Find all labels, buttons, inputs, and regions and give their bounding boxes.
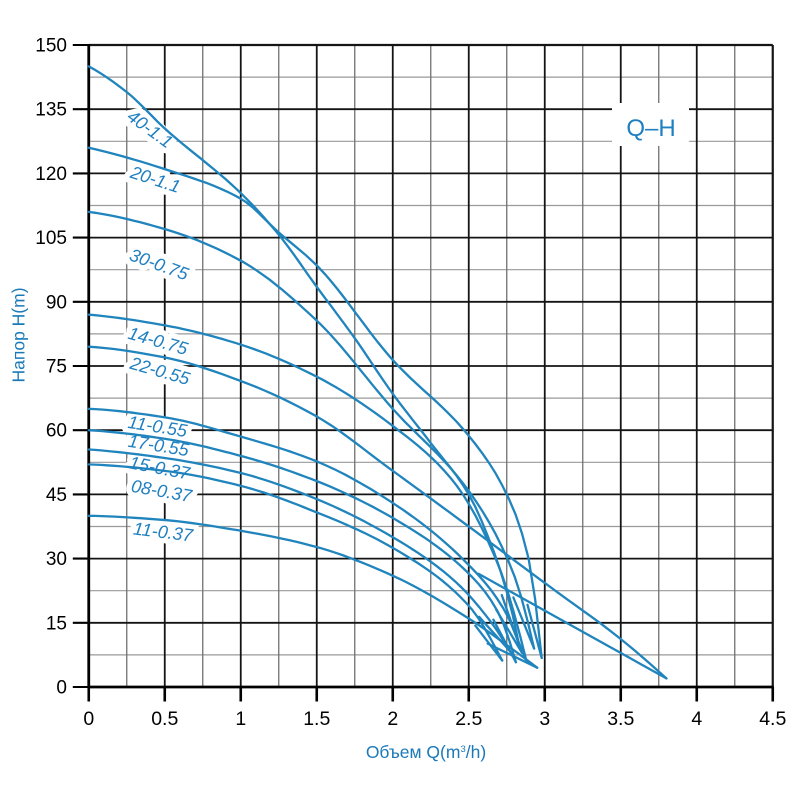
svg-text:120: 120: [35, 164, 67, 185]
svg-text:Объем Q(m3/h): Объем Q(m3/h): [366, 742, 486, 762]
svg-text:15: 15: [46, 613, 67, 634]
svg-text:105: 105: [35, 228, 67, 249]
svg-text:45: 45: [46, 485, 67, 506]
svg-text:0.5: 0.5: [151, 708, 178, 730]
svg-text:3: 3: [539, 708, 550, 730]
svg-text:0: 0: [56, 678, 67, 699]
svg-text:4: 4: [691, 708, 702, 730]
svg-text:Напор H(m): Напор H(m): [9, 287, 29, 382]
svg-text:0: 0: [83, 708, 94, 730]
svg-text:30: 30: [46, 549, 67, 570]
svg-text:60: 60: [46, 421, 67, 442]
svg-text:90: 90: [46, 292, 67, 313]
svg-text:2: 2: [387, 708, 398, 730]
svg-text:2.5: 2.5: [455, 708, 482, 730]
svg-text:135: 135: [35, 100, 67, 121]
svg-text:1: 1: [235, 708, 246, 730]
svg-text:4.5: 4.5: [759, 708, 786, 730]
svg-text:1.5: 1.5: [303, 708, 330, 730]
svg-text:Q–H: Q–H: [626, 115, 675, 142]
svg-text:3.5: 3.5: [607, 708, 634, 730]
svg-text:75: 75: [46, 357, 67, 378]
svg-text:150: 150: [35, 36, 67, 57]
